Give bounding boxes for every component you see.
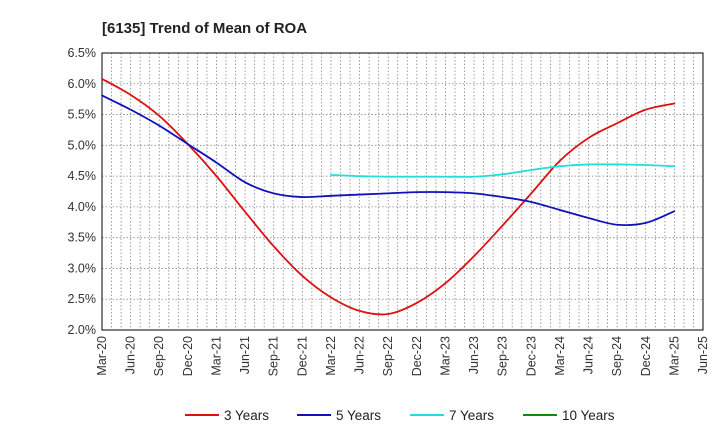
- series-lines: [101, 77, 676, 316]
- series-line-5-years: [101, 94, 676, 227]
- x-tick-label: Mar-20: [95, 336, 109, 376]
- x-tick-label: Sep-20: [152, 336, 166, 376]
- x-tick-label: Mar-25: [667, 336, 681, 376]
- y-tick-label: 2.5%: [68, 292, 97, 306]
- y-tick-label: 6.5%: [68, 46, 97, 60]
- chart-title: [6135] Trend of Mean of ROA: [102, 20, 307, 37]
- x-tick-label: Jun-20: [124, 336, 138, 374]
- plot-frame: [101, 52, 704, 331]
- x-tick-label: Mar-21: [209, 336, 223, 376]
- y-tick-label: 3.0%: [68, 261, 97, 275]
- x-tick-label: Sep-23: [496, 336, 510, 376]
- grid-lines: [101, 52, 704, 331]
- y-tick-label: 5.0%: [68, 138, 97, 152]
- y-tick-label: 5.5%: [68, 108, 97, 122]
- y-tick-label: 4.5%: [68, 169, 97, 183]
- y-tick-label: 3.5%: [68, 231, 97, 245]
- x-tick-label: Dec-20: [181, 336, 195, 376]
- y-axis: 2.0% 2.5% 3.0% 3.5% 4.0% 4.5% 5.0% 5.5% 6.0% 6.5%: [68, 46, 97, 337]
- x-tick-label: Jun-21: [238, 336, 252, 374]
- x-tick-label: Mar-24: [553, 336, 567, 376]
- x-tick-label: Mar-22: [324, 336, 338, 376]
- y-tick-label: 2.0%: [68, 323, 97, 337]
- legend-label-5-years: 5 Years: [336, 408, 381, 423]
- legend-label-10-years: 10 Years: [562, 408, 615, 423]
- x-tick-label: Sep-21: [267, 336, 281, 376]
- x-tick-label: Dec-22: [410, 336, 424, 376]
- x-tick-label: Jun-24: [582, 336, 596, 374]
- x-axis: Mar-20 Jun-20 Sep-20 Dec-20 Mar-21 Jun-21 Sep-…: [95, 336, 710, 376]
- x-tick-label: Jun-22: [353, 336, 367, 374]
- series-line-3-years: [101, 77, 676, 316]
- x-tick-label: Dec-21: [295, 336, 309, 376]
- x-tick-label: Jun-23: [467, 336, 481, 374]
- legend-label-3-years: 3 Years: [224, 408, 269, 423]
- x-tick-label: Dec-23: [524, 336, 538, 376]
- x-tick-label: Dec-24: [639, 336, 653, 376]
- legend-label-7-years: 7 Years: [449, 408, 494, 423]
- x-tick-label: Sep-24: [610, 336, 624, 376]
- y-tick-label: 6.0%: [68, 77, 97, 91]
- x-tick-label: Sep-22: [381, 336, 395, 376]
- y-tick-label: 4.0%: [68, 200, 97, 214]
- x-tick-label: Mar-23: [438, 336, 452, 376]
- x-tick-label: Jun-25: [696, 336, 710, 374]
- series-line-7-years: [330, 163, 676, 178]
- legend: 3 Years 5 Years 7 Years 10 Years: [185, 408, 615, 423]
